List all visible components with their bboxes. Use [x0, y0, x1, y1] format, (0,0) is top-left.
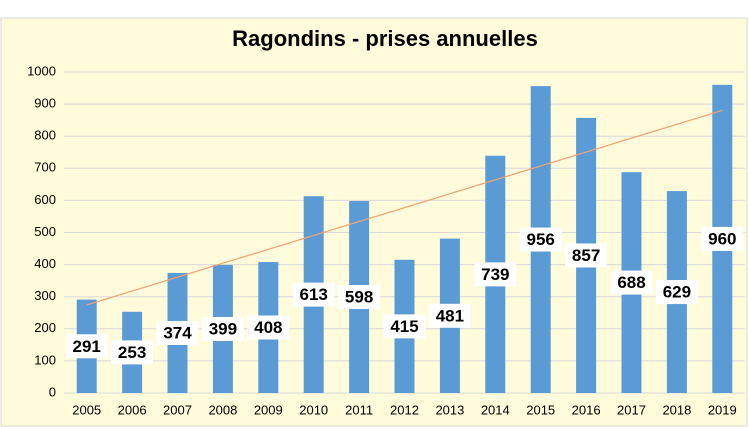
x-tick-label: 2012 — [390, 402, 419, 417]
value-label: 739 — [481, 265, 509, 284]
value-label: 960 — [708, 229, 736, 248]
y-tick-label: 500 — [34, 224, 56, 239]
x-tick-label: 2015 — [526, 402, 555, 417]
value-label: 291 — [73, 337, 101, 356]
value-label: 253 — [118, 343, 146, 362]
value-label: 688 — [617, 273, 645, 292]
y-tick-label: 400 — [34, 256, 56, 271]
x-tick-label: 2016 — [572, 402, 601, 417]
value-label-box — [474, 262, 517, 287]
y-tick-label: 0 — [49, 384, 56, 399]
x-tick-label: 2008 — [208, 402, 237, 417]
value-label-box — [428, 303, 471, 328]
value-label: 481 — [436, 306, 464, 325]
y-tick-label: 600 — [34, 192, 56, 207]
value-label-box — [383, 314, 426, 339]
x-tick-label: 2010 — [299, 402, 328, 417]
value-label-box — [655, 280, 698, 305]
x-tick-label: 2013 — [435, 402, 464, 417]
x-tick-label: 2017 — [617, 402, 646, 417]
y-tick-label: 800 — [34, 128, 56, 143]
x-tick-label: 2007 — [163, 402, 192, 417]
value-label-box — [201, 316, 244, 341]
value-label-box — [292, 282, 335, 307]
y-tick-label: 900 — [34, 96, 56, 111]
y-tick-label: 100 — [34, 352, 56, 367]
y-tick-label: 700 — [34, 160, 56, 175]
chart-title: Ragondins - prises annuelles — [232, 26, 538, 51]
value-label-box — [565, 243, 608, 268]
value-label: 598 — [345, 288, 373, 307]
x-tick-label: 2005 — [72, 402, 101, 417]
value-label: 956 — [527, 230, 555, 249]
value-label: 415 — [390, 317, 418, 336]
value-label: 857 — [572, 246, 600, 265]
value-label: 408 — [254, 318, 282, 337]
value-label: 613 — [300, 285, 328, 304]
value-label: 629 — [663, 283, 691, 302]
x-tick-label: 2006 — [118, 402, 147, 417]
value-label-box — [519, 227, 562, 252]
x-tick-label: 2019 — [708, 402, 737, 417]
x-tick-label: 2018 — [662, 402, 691, 417]
value-label: 399 — [209, 319, 237, 338]
value-label-box — [338, 285, 381, 310]
value-label-box — [701, 226, 744, 251]
value-label-box — [65, 334, 108, 359]
value-label: 374 — [163, 323, 192, 342]
x-tick-label: 2014 — [481, 402, 510, 417]
value-label-box — [111, 340, 154, 365]
y-tick-label: 200 — [34, 320, 56, 335]
x-tick-label: 2009 — [254, 402, 283, 417]
y-tick-label: 1000 — [27, 63, 56, 78]
x-tick-label: 2011 — [345, 402, 373, 417]
value-label-box — [156, 320, 199, 345]
value-label-box — [610, 270, 653, 295]
trend-line — [86, 109, 723, 306]
y-tick-label: 300 — [34, 288, 56, 303]
value-label-box — [247, 315, 290, 340]
